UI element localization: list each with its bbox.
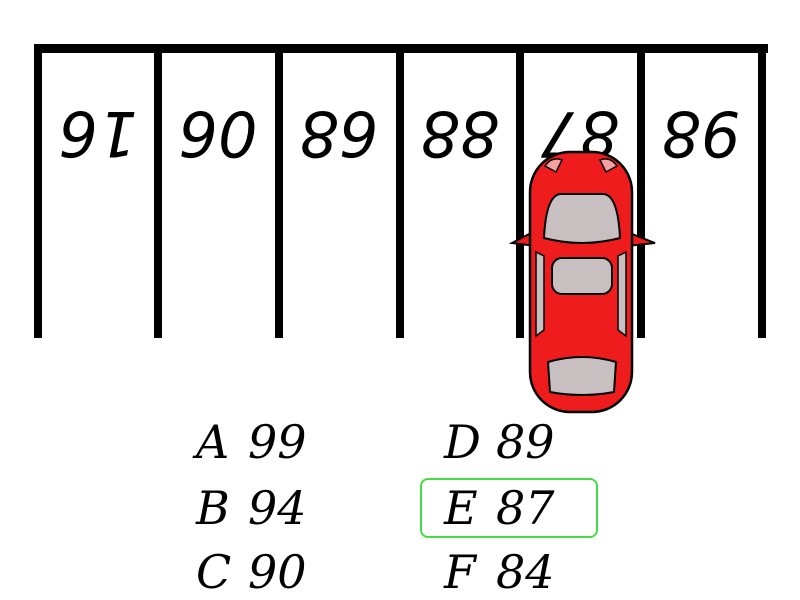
red-car — [508, 150, 656, 414]
answer-option-a[interactable]: A 99 — [196, 416, 307, 468]
answer-value: 94 — [248, 481, 307, 535]
answer-value: 89 — [496, 415, 555, 469]
lot-divider — [396, 44, 404, 338]
lot-divider — [758, 44, 766, 338]
lot-divider — [34, 44, 42, 338]
car-roof-window — [551, 257, 613, 295]
spot-number: 88 — [421, 97, 500, 170]
car-windshield — [542, 193, 622, 244]
answer-option-d[interactable]: D 89 — [444, 416, 555, 468]
spot-number: 98 — [662, 97, 741, 170]
answer-letter: C — [196, 545, 232, 599]
answer-option-f[interactable]: F 84 — [444, 546, 555, 598]
spot-number: 16 — [59, 97, 138, 170]
answer-letter: D — [444, 415, 481, 469]
answer-value: 84 — [496, 545, 555, 599]
answer-value: 87 — [496, 481, 555, 535]
spot-number: 68 — [300, 97, 379, 170]
answer-value: 99 — [248, 415, 307, 469]
lot-divider — [275, 44, 283, 338]
spot-numbers: 16 06 68 88 87 98 — [59, 97, 741, 170]
car-rear-window — [546, 356, 618, 396]
answer-letter: E — [444, 481, 478, 535]
spot-number: 06 — [179, 97, 258, 170]
car-side-window — [617, 250, 627, 338]
answer-option-c[interactable]: C 90 — [196, 546, 307, 598]
lot-divider — [637, 44, 645, 338]
car-headlight — [543, 158, 564, 174]
answer-option-e[interactable]: E 87 — [420, 478, 598, 538]
lot-divider — [154, 44, 162, 338]
car-side-window — [535, 250, 545, 338]
answer-value: 90 — [248, 545, 307, 599]
answer-letter: F — [444, 545, 476, 599]
car-headlight — [598, 158, 619, 174]
answer-letter: A — [196, 415, 230, 469]
answer-option-b[interactable]: B 94 — [196, 482, 307, 534]
answer-letter: B — [196, 481, 230, 535]
lot-divider — [516, 44, 524, 338]
